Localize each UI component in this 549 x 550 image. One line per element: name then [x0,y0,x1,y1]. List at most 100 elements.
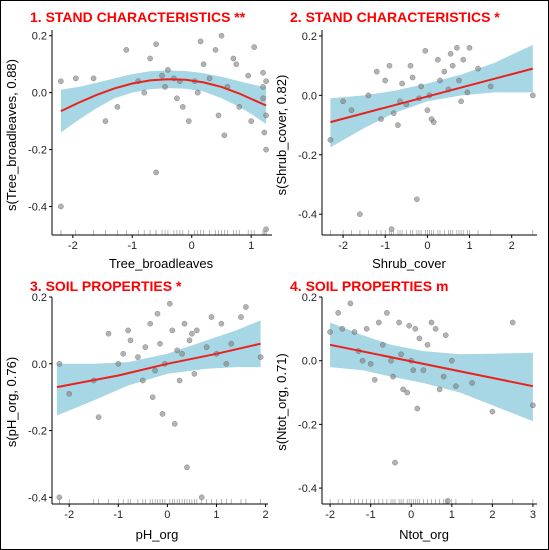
panel-4-ylabel: s(Ntot_org, 0.71) [274,353,289,451]
panel-2-data-point [435,56,441,63]
panel-1-data-point [58,78,64,85]
panel-3-data-point [203,344,210,350]
panel-3-data-point [120,350,127,357]
panel-1-data-point [200,61,207,68]
panel-3-y-tick-label: 0.2 [32,292,47,304]
panel-3-x-tick-label: 1 [213,509,219,521]
panel-3-data-point [181,320,188,327]
panel-2-data-point [365,92,372,99]
panel-4-data-point [489,408,496,415]
panel-2-x-tick-label: 0 [424,240,430,252]
panel-4-data-point [404,389,411,396]
panel-3-data-point [189,330,195,337]
panel-3-data-point [135,354,141,360]
panel-3-data-point [154,310,161,317]
panel-3-data-point [115,360,122,367]
panel-1-data-point [90,75,97,82]
panel-1-data-point [236,104,243,110]
panel-2-data-point [456,77,462,84]
panel-1-data-point [141,89,148,96]
panel-1-data-point [221,132,228,139]
panel-3-data-point [142,344,149,350]
panel-1-data-point [114,104,121,110]
panel-3-title: 3. SOIL PROPERTIES * [30,278,182,294]
panel-4-data-point [359,357,366,364]
panel-2-data-point [529,92,536,99]
panel-2-data-point [390,110,397,117]
panel-3-data-point [191,370,198,377]
panel-2-data-point [487,83,494,90]
panel-4-data-point [406,322,413,329]
panel-1-data-point [206,75,213,82]
panel-3-x-tick-label: 0 [164,509,170,521]
panel-1-data-point [174,95,180,102]
panel-3-xlabel: pH_org [136,527,179,542]
panel-3-data-point [228,340,235,347]
panel-1-title: 1. STAND CHARACTERISTICS ** [30,9,246,25]
panel-2-data-point [327,137,334,143]
panel-3-ci-band [56,320,261,416]
panel-2-data-point [441,68,448,75]
panel-1-data-point [260,69,266,76]
panel-3-data-point [159,411,166,417]
panel-4-data-point [414,405,421,412]
panel-4-data-point [371,376,378,383]
panel-3-data-point [147,320,154,327]
panel-2-data-point [357,211,363,218]
panel-2-data-point [409,74,416,81]
panel-2-data-point [447,50,454,57]
panel-4-data-point [339,325,346,332]
panel-4-data-point [410,367,417,374]
panel-4-y-tick-label: 0.0 [302,356,317,368]
panel-4-data-point [363,325,370,332]
panel-3-data-point [257,354,264,360]
panel-2-data-point [464,89,471,96]
panel-1-data-point [185,118,192,124]
panel-2-data-point [414,196,420,203]
panel-3-x-tick-label: 2 [262,509,268,521]
panel-1-data-point [233,61,240,68]
panel-1-data-point [260,95,266,102]
panel-4-x-tick-label: -2 [325,509,335,521]
panel-4-data-point [396,319,402,326]
panel-2-data-point [449,62,456,69]
panel-3-data-point [105,330,112,337]
panel-4-data-point [388,357,394,364]
panel-2-data-point [475,65,481,72]
panel-1-y-tick-label: 0.0 [32,88,47,100]
panel-2-data-point [424,107,431,114]
panel-1-data-point [248,118,255,124]
panel-4-y-tick-label: -0.4 [298,483,317,495]
panel-1-data-point [261,129,268,136]
panel-4-data-point [351,329,358,335]
panel-4-data-point [398,351,404,358]
panel-1-y-tick-label: -0.2 [28,145,47,157]
panel-2-data-point [399,80,405,87]
panel-1-data-point [72,75,79,82]
panel-2-data-point [373,68,380,75]
panel-4-data-point [442,332,449,339]
panel-3-ylabel: s(pH_org, 0.76) [4,357,19,447]
panel-2-x-tick-label: -2 [338,240,348,252]
panel-4-data-point [432,325,439,332]
panel-4-data-point [367,361,374,367]
panel-2-data-point [395,122,401,128]
panel-2-data-point [458,98,464,105]
panel-1-data-point [245,72,252,79]
panel-1-data-point [153,169,159,176]
panel-1-data-point [212,47,219,53]
panel-4-data-point [335,310,342,316]
panel-1-x-tick-label: -2 [68,240,78,252]
panel-1-fit-line [60,78,267,113]
panel-3-data-point [152,367,158,374]
panel-2-data-point [422,47,429,54]
panel-4-data-point [448,357,455,364]
panel-4-x-tick-label: 0 [408,509,414,521]
panel-3-data-point [184,464,190,471]
panel-4-data-point [400,386,406,393]
panel-3-data-point [95,414,102,421]
panel-4-y-tick-label: 0.2 [302,292,317,304]
panel-1-y-tick-label: -0.4 [28,202,47,214]
panel-4-xlabel: Ntot_org [399,527,449,542]
